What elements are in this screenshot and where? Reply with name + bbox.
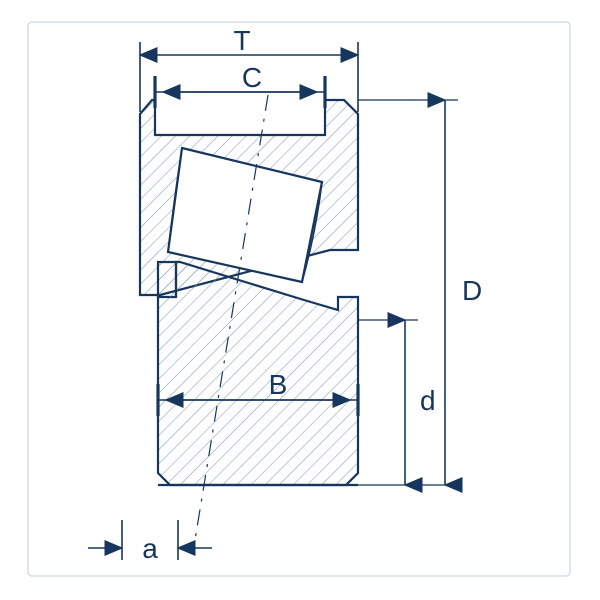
label-C: C — [242, 62, 262, 93]
inner-ring — [158, 262, 358, 485]
dimension-D: D — [358, 100, 482, 485]
label-a: a — [142, 533, 158, 564]
dimension-C: C — [155, 62, 325, 93]
label-D: D — [462, 275, 482, 306]
dimension-d: d — [358, 320, 436, 485]
label-T: T — [233, 25, 250, 56]
dimension-a: a — [88, 520, 212, 564]
bearing-diagram: T C B a D d — [0, 0, 600, 600]
label-d: d — [420, 385, 436, 416]
label-B: B — [269, 369, 288, 400]
